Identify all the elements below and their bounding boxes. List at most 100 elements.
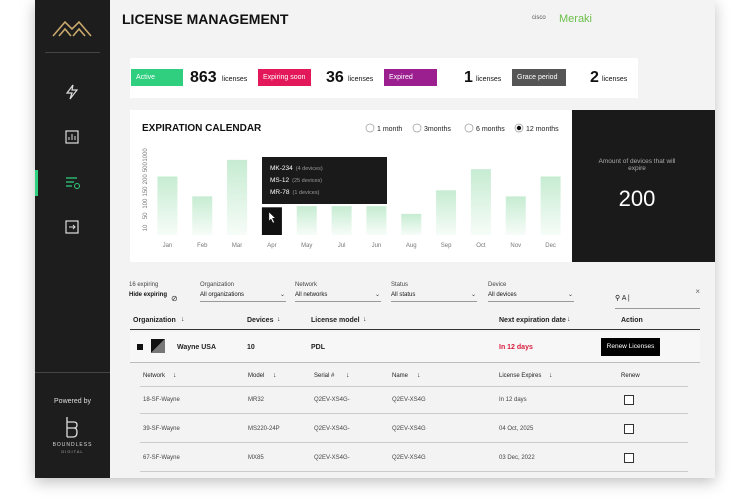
- logo: [52, 20, 92, 37]
- dropdown-caret[interactable]: ⌄: [280, 292, 286, 298]
- stat-count: 1: [464, 69, 473, 86]
- filter-dropdown[interactable]: All organizations: [200, 292, 286, 302]
- y-tick-label: 500: [143, 162, 149, 173]
- nav-icon-activity[interactable]: [65, 84, 79, 100]
- filter-dropdown[interactable]: All networks: [295, 292, 381, 302]
- tooltip-device: MR-78: [270, 189, 290, 196]
- filter-label: 16 expiring: [129, 282, 159, 288]
- sub-rule: [140, 413, 688, 414]
- renew-checkbox[interactable]: [624, 424, 634, 434]
- sub-header: License Expires: [499, 373, 542, 379]
- filter-dropdown[interactable]: All devices: [488, 292, 574, 302]
- search-text: A |: [621, 295, 630, 302]
- sub-rule: [140, 471, 688, 472]
- sub-header: Network: [143, 373, 166, 379]
- sub-cell: Q2EV-XS4G: [392, 397, 426, 403]
- range-radio[interactable]: [365, 123, 375, 133]
- tooltip-device: MS-12: [270, 177, 290, 184]
- sub-cell: In 12 days: [499, 397, 527, 403]
- chart: EXPIRATION CALENDAR 10 50 1001502005001000…: [142, 123, 561, 249]
- table-header: Organization: [133, 317, 176, 324]
- dropdown-caret[interactable]: ⌄: [568, 292, 574, 298]
- stat-unit: licenses: [222, 76, 248, 83]
- row-rule: [130, 362, 700, 363]
- nav-icon-licenses[interactable]: [65, 176, 81, 190]
- stat-count: 36: [326, 69, 344, 86]
- chart-title: EXPIRATION CALENDAR: [142, 123, 262, 134]
- row-checkbox[interactable]: [137, 344, 143, 350]
- divider: [35, 372, 110, 373]
- range-radio[interactable]: [412, 123, 422, 133]
- nav-icon-reports[interactable]: [65, 130, 79, 144]
- tooltip-device: MK-234: [270, 165, 293, 172]
- dropdown-caret[interactable]: ⌄: [375, 292, 381, 298]
- sort-arrow[interactable]: ↓: [181, 316, 185, 323]
- summary-value: 200: [618, 186, 656, 211]
- sub-header: Name: [392, 373, 409, 379]
- range-label: 3months: [424, 126, 451, 133]
- y-tick-label: 150: [143, 186, 149, 197]
- renew-button[interactable]: Renew Licenses: [601, 338, 660, 356]
- org-cell: Wayne USA: [177, 344, 217, 351]
- sort-arrow[interactable]: ↓: [567, 316, 571, 323]
- sub-cell: Q2EV-XS4G: [392, 426, 426, 432]
- bar: [366, 206, 387, 235]
- sub-cell: 18-SF-Wayne: [143, 397, 180, 403]
- range-label: 6 months: [476, 126, 505, 133]
- range-radio[interactable]: [464, 123, 474, 133]
- org-cell: PDL: [311, 344, 325, 351]
- brand-name: BOUNDLESS: [52, 442, 93, 448]
- sub-header: Serial #: [314, 373, 335, 379]
- x-tick-label: Sep: [441, 243, 452, 249]
- y-tick-label: 200: [143, 174, 149, 185]
- bar: [436, 190, 457, 235]
- renew-checkbox[interactable]: [624, 453, 634, 463]
- filter-label: Device: [488, 282, 507, 288]
- nav-icon-export[interactable]: [65, 220, 79, 234]
- sort-arrow[interactable]: ↓: [549, 372, 553, 379]
- bar: [470, 169, 491, 235]
- x-tick-label: Jun: [372, 243, 382, 249]
- bar: [227, 159, 248, 235]
- stat-unit: licenses: [602, 76, 628, 83]
- sort-arrow[interactable]: ↓: [273, 372, 277, 379]
- tooltip-row: MS-12 (25 devices): [270, 177, 322, 184]
- sub-cell: Q2EV-XS4G: [392, 455, 426, 461]
- bar: [540, 176, 561, 235]
- stat-count: 863: [190, 69, 217, 86]
- x-tick-label: Jan: [163, 243, 173, 249]
- sort-arrow[interactable]: ↓: [363, 316, 367, 323]
- table-header: Devices: [247, 317, 274, 324]
- x-tick-label: Feb: [197, 243, 208, 249]
- search-box[interactable]: ⚲ A | ×: [615, 287, 700, 309]
- page-title: LICENSE MANAGEMENT: [122, 11, 289, 27]
- stat-badge: Active: [131, 69, 183, 86]
- bar: [192, 196, 213, 235]
- sort-arrow[interactable]: ↓: [173, 372, 177, 379]
- filter-toggle[interactable]: Hide expiring: [129, 292, 168, 298]
- sort-arrow[interactable]: ↓: [417, 372, 421, 379]
- sidebar: Powered by BOUNDLESS DIGITAL: [35, 0, 110, 478]
- sub-cell: 03 Dec, 2022: [499, 455, 535, 461]
- x-tick-label: Dec: [545, 243, 556, 249]
- partner-name: Meraki: [559, 13, 593, 25]
- tooltip-count: (4 devices): [295, 166, 323, 172]
- x-tick-label: Mar: [232, 243, 242, 249]
- tooltip-row: MK-234 (4 devices): [270, 165, 323, 172]
- renew-checkbox[interactable]: [624, 395, 634, 405]
- table-header: License model: [311, 317, 360, 324]
- sort-arrow[interactable]: ↓: [277, 316, 281, 323]
- eye-icon[interactable]: ⊘: [171, 294, 178, 303]
- powered-by: Powered by: [54, 398, 91, 405]
- sub-cell: MX85: [248, 455, 264, 461]
- sub-header: Model: [248, 373, 265, 379]
- filter-label: Network: [295, 282, 318, 288]
- brand-sub: DIGITAL: [61, 449, 84, 454]
- stat-count: 2: [590, 69, 599, 86]
- filter-dropdown[interactable]: All status: [391, 292, 477, 302]
- dropdown-caret[interactable]: ⌄: [471, 292, 477, 298]
- sort-arrow[interactable]: ↓: [346, 372, 350, 379]
- org-cell: In 12 days: [499, 344, 533, 351]
- x-tick-label: Aug: [406, 243, 417, 249]
